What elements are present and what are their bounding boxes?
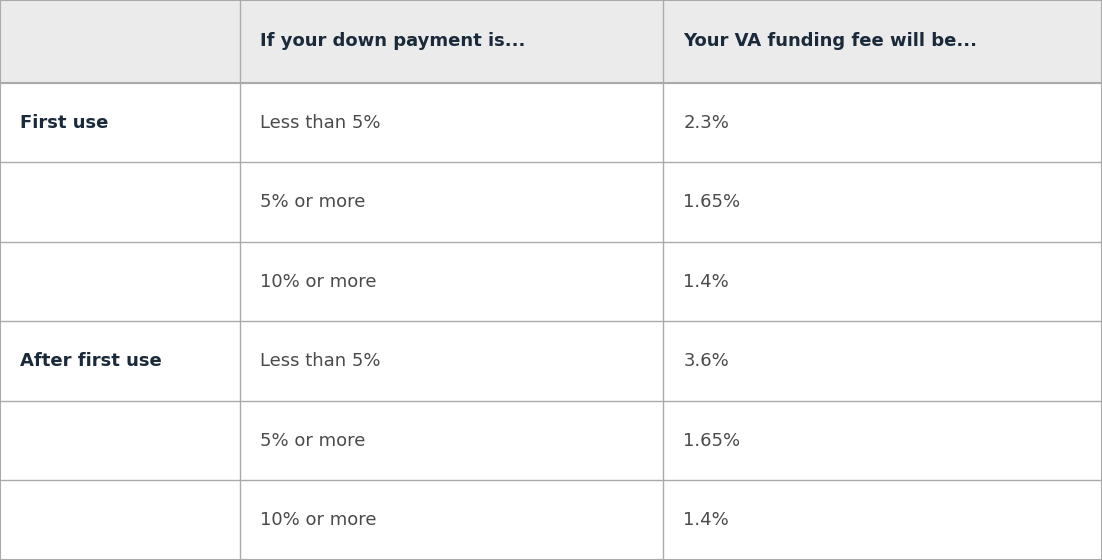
Text: First use: First use bbox=[20, 114, 108, 132]
Text: 10% or more: 10% or more bbox=[260, 273, 377, 291]
Text: Your VA funding fee will be...: Your VA funding fee will be... bbox=[683, 32, 977, 50]
Text: If your down payment is...: If your down payment is... bbox=[260, 32, 526, 50]
Text: 2.3%: 2.3% bbox=[683, 114, 730, 132]
Text: 1.4%: 1.4% bbox=[683, 273, 730, 291]
Text: Less than 5%: Less than 5% bbox=[260, 114, 380, 132]
Text: 1.65%: 1.65% bbox=[683, 193, 741, 211]
Text: Less than 5%: Less than 5% bbox=[260, 352, 380, 370]
Text: 3.6%: 3.6% bbox=[683, 352, 730, 370]
Text: 5% or more: 5% or more bbox=[260, 432, 366, 450]
Bar bbox=[0, 0, 1102, 83]
Text: 10% or more: 10% or more bbox=[260, 511, 377, 529]
Text: 5% or more: 5% or more bbox=[260, 193, 366, 211]
Text: 1.65%: 1.65% bbox=[683, 432, 741, 450]
Text: After first use: After first use bbox=[20, 352, 162, 370]
Text: 1.4%: 1.4% bbox=[683, 511, 730, 529]
